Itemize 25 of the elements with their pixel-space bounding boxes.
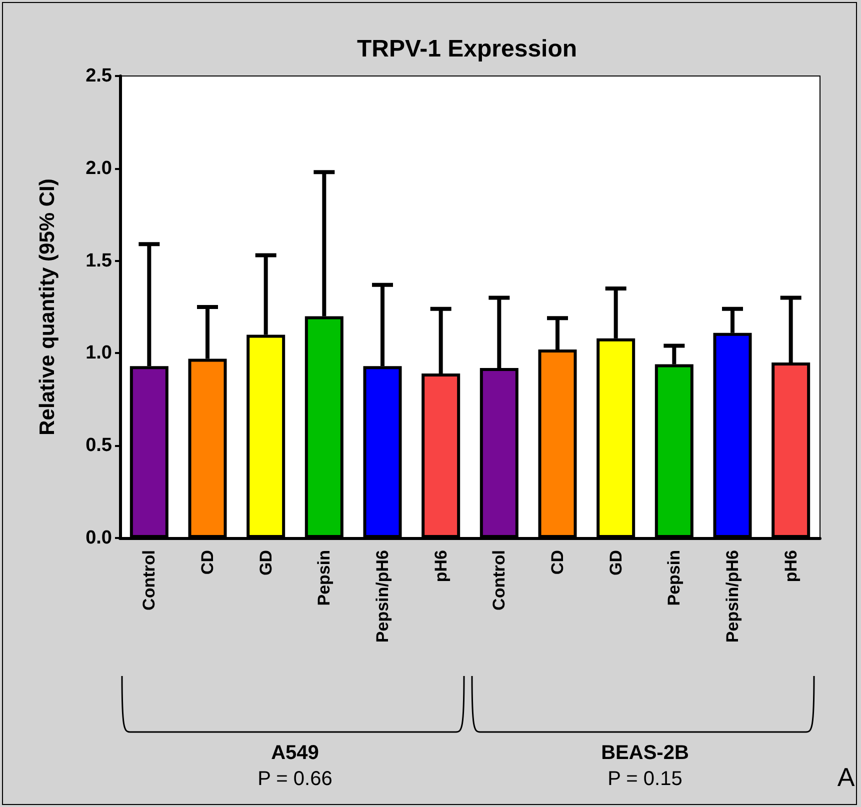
- y-tick-label: 2.5: [86, 66, 112, 86]
- y-tick-label: 0.0: [86, 528, 112, 548]
- x-tick-label: Pepsin: [314, 550, 334, 606]
- x-tick-label: CD: [548, 550, 567, 575]
- x-tick-label: pH6: [431, 550, 450, 582]
- x-tick-label: GD: [256, 550, 276, 576]
- x-tick-label: Pepsin: [664, 550, 684, 606]
- text: A: [837, 762, 855, 793]
- y-tick-label: 2.0: [86, 158, 112, 179]
- text: P = 0.66: [258, 768, 332, 791]
- x-tick-label: pH6: [781, 550, 800, 582]
- x-tick-label: Control: [140, 550, 159, 610]
- x-tick-label: Pepsin/pH6: [723, 550, 742, 643]
- x-tick-label: Pepsin/pH6: [373, 550, 392, 643]
- x-tick-label: Control: [490, 550, 509, 610]
- x-tick-label: CD: [198, 550, 217, 575]
- chart-title: TRPV-1 Expression: [356, 36, 578, 62]
- y-tick-label: 0.5: [86, 435, 112, 456]
- text: BEAS-2B: [601, 742, 689, 765]
- text: P = 0.15: [608, 768, 682, 791]
- y-axis-title: Relative quantity (95% CI): [36, 178, 59, 436]
- x-tick-label: GD: [606, 550, 626, 576]
- y-tick-label: 1.0: [86, 342, 112, 364]
- y-tick-label: 1.5: [86, 250, 112, 272]
- text: A549: [271, 742, 319, 765]
